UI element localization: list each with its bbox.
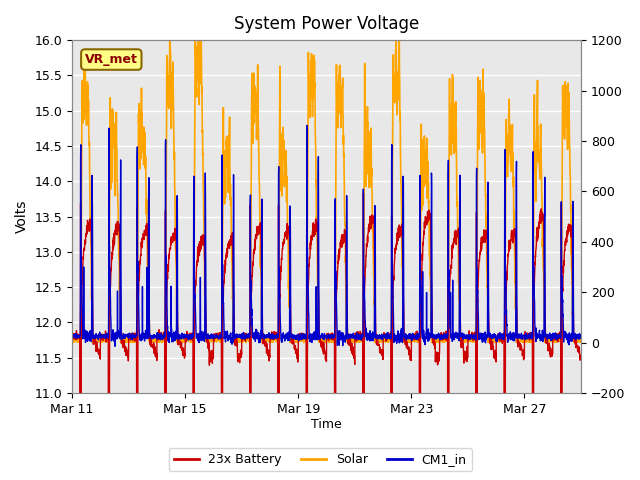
- Text: VR_met: VR_met: [85, 53, 138, 66]
- Legend: 23x Battery, Solar, CM1_in: 23x Battery, Solar, CM1_in: [168, 448, 472, 471]
- Y-axis label: Volts: Volts: [15, 200, 29, 233]
- Title: System Power Voltage: System Power Voltage: [234, 15, 419, 33]
- X-axis label: Time: Time: [311, 419, 342, 432]
